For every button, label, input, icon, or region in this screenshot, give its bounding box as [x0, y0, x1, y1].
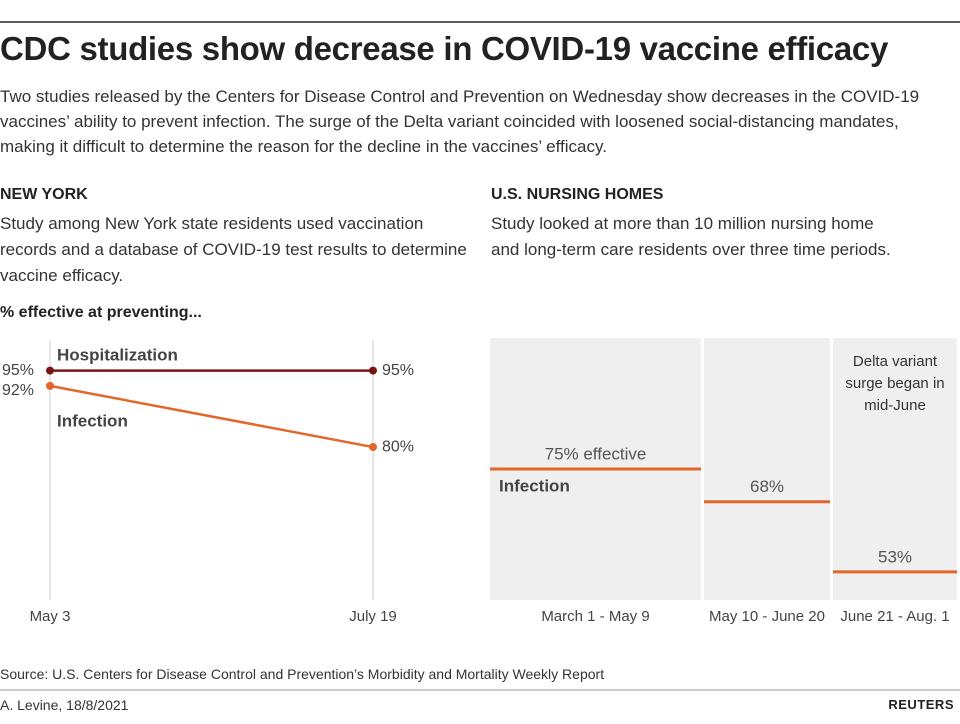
section-description: Study among New York state residents use…: [0, 214, 467, 285]
period-panel: [833, 338, 957, 600]
period-panel: [704, 338, 830, 600]
x-tick-label: July 19: [349, 608, 397, 625]
value-label: 92%: [2, 382, 34, 399]
value-label: 80%: [382, 438, 414, 455]
section-title: U.S. NURSING HOMES: [491, 186, 664, 203]
value-label: 68%: [750, 477, 784, 496]
value-label: 75% effective: [545, 444, 647, 463]
point: [369, 443, 377, 452]
value-label: 53%: [878, 547, 912, 566]
y-axis-label: % effective at preventing...: [0, 304, 202, 321]
logo: REUTERS: [888, 697, 954, 712]
credit: A. Levine, 18/8/2021: [0, 697, 129, 713]
series-line: [49, 384, 374, 449]
title: CDC studies show decrease in COVID-19 va…: [0, 30, 888, 67]
x-tick-label: June 21 - Aug. 1: [840, 608, 949, 625]
point: [46, 366, 54, 375]
annotation: Delta variant surge began in mid-June: [845, 353, 945, 414]
series-label: Infection: [499, 476, 570, 495]
series-label: Infection: [57, 411, 128, 430]
point: [46, 381, 54, 390]
x-tick-label: May 3: [30, 608, 71, 625]
series-label: Hospitalization: [57, 345, 178, 364]
point: [369, 366, 377, 375]
x-tick-label: May 10 - June 20: [709, 608, 825, 625]
value-label: 95%: [2, 362, 34, 379]
x-tick-label: March 1 - May 9: [541, 608, 649, 625]
section-title: NEW YORK: [0, 186, 88, 203]
value-label: 95%: [382, 362, 414, 379]
subtitle: Two studies released by the Centers for …: [0, 87, 920, 156]
source: Source: U.S. Centers for Disease Control…: [0, 666, 605, 682]
section-description: Study looked at more than 10 million nur…: [491, 214, 891, 259]
